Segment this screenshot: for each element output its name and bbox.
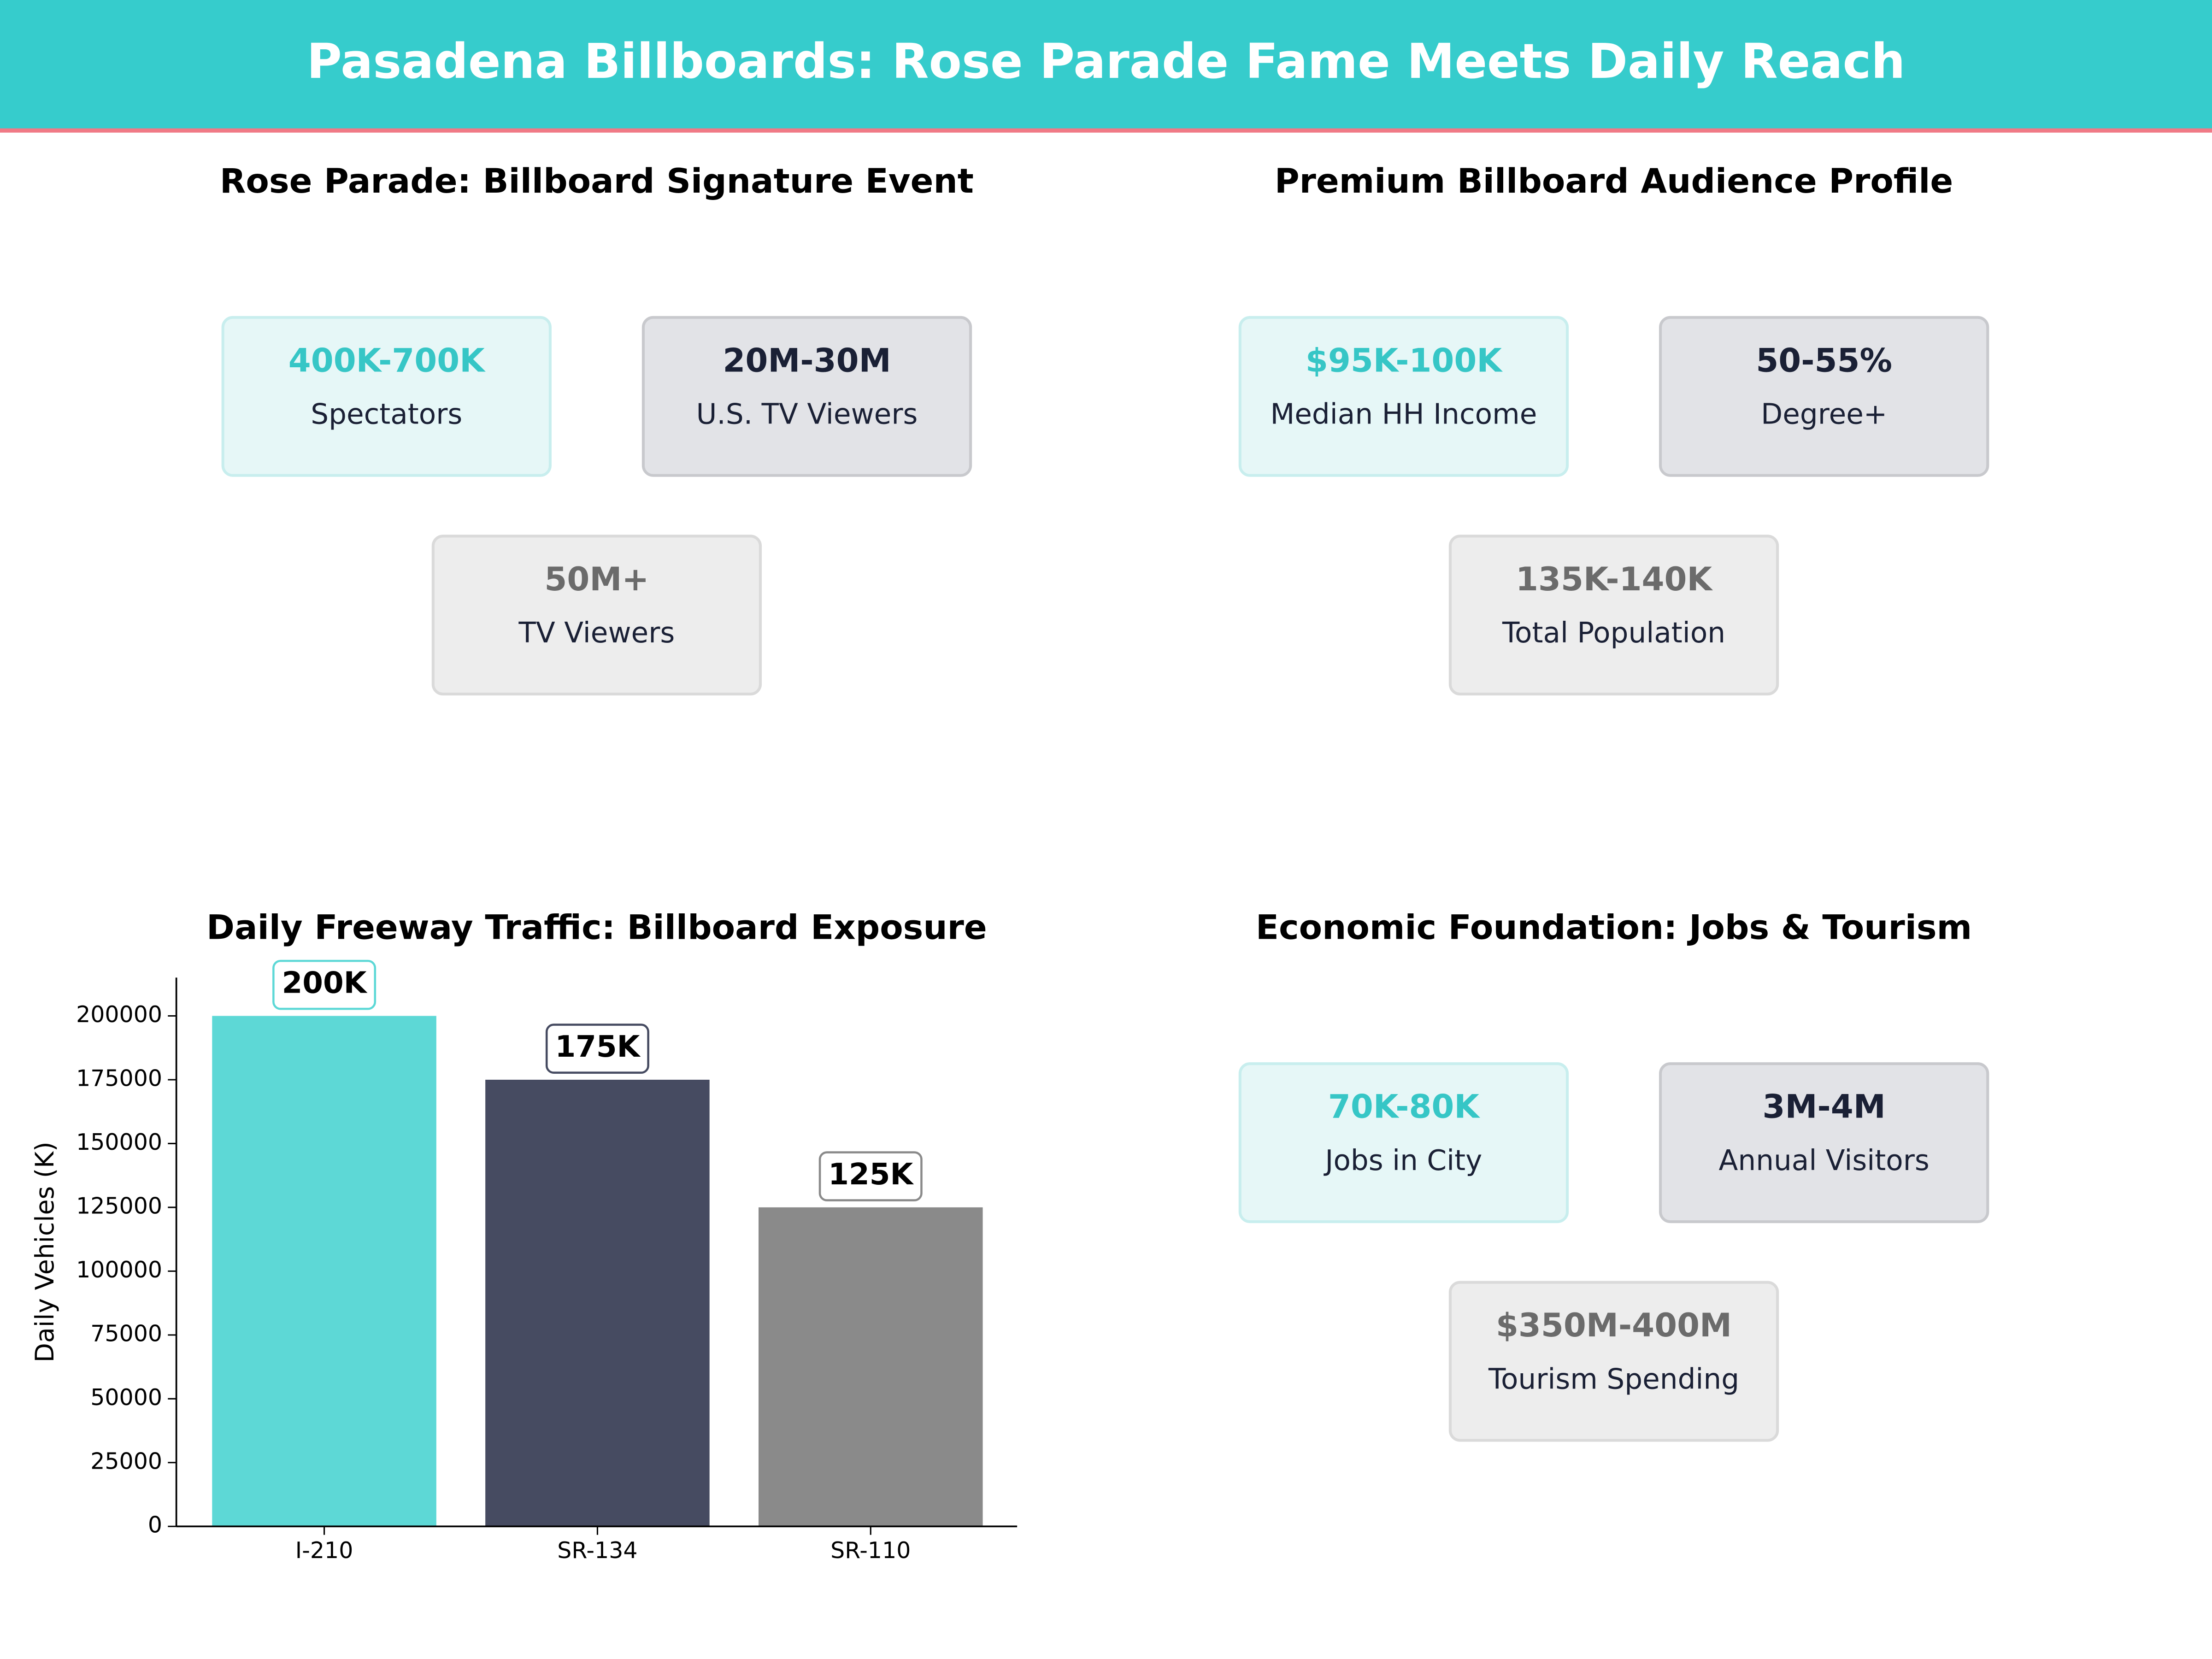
kpi-value: $95K-100K <box>1306 341 1503 379</box>
kpi-label: Annual Visitors <box>1719 1144 1930 1177</box>
bar <box>212 1016 436 1527</box>
kpi-card <box>1448 535 1779 696</box>
page-title: Pasadena Billboards: Rose Parade Fame Me… <box>307 33 1906 89</box>
kpi-value: $350M-400M <box>1496 1306 1732 1344</box>
x-tick-label: SR-110 <box>830 1537 911 1564</box>
y-tick-label: 25000 <box>90 1448 162 1474</box>
bar <box>759 1207 983 1527</box>
y-tick-label: 200000 <box>76 1001 162 1028</box>
kpi-value: 50M+ <box>544 560 649 598</box>
kpi-value: 20M-30M <box>723 341 891 379</box>
kpi-card <box>641 316 972 477</box>
kpi-label: Median HH Income <box>1270 398 1537 431</box>
header-rule <box>0 128 2212 133</box>
kpi-card <box>1659 316 1989 477</box>
y-tick-label: 150000 <box>76 1129 162 1155</box>
kpi-card <box>1238 316 1569 477</box>
kpi-label: Degree+ <box>1761 398 1887 431</box>
y-tick-label: 0 <box>148 1512 162 1538</box>
header-bar <box>0 0 2212 130</box>
kpi-label: Jobs in City <box>1323 1144 1482 1177</box>
panel-title: Premium Billboard Audience Profile <box>1275 162 1953 201</box>
kpi-card <box>1448 1281 1779 1442</box>
y-tick-label: 175000 <box>76 1065 162 1091</box>
x-tick-label: SR-134 <box>557 1537 637 1564</box>
kpi-label: TV Viewers <box>518 617 675 649</box>
bar <box>485 1079 710 1527</box>
y-tick-label: 100000 <box>76 1257 162 1283</box>
y-tick-label: 75000 <box>90 1320 162 1347</box>
value-label: 200K <box>282 966 368 1000</box>
kpi-label: Spectators <box>311 398 462 431</box>
y-axis-label: Daily Vehicles (K) <box>30 1141 59 1362</box>
kpi-card <box>221 316 552 477</box>
x-tick-label: I-210 <box>295 1537 353 1564</box>
panel-title: Economic Foundation: Jobs & Tourism <box>1256 908 1972 947</box>
y-tick-label: 125000 <box>76 1193 162 1219</box>
kpi-card <box>431 535 762 696</box>
kpi-card <box>1659 1062 1989 1224</box>
kpi-card <box>1238 1062 1569 1224</box>
kpi-value: 400K-700K <box>288 341 486 379</box>
y-tick-label: 50000 <box>90 1384 162 1411</box>
value-label: 125K <box>828 1157 914 1192</box>
panel-title: Rose Parade: Billboard Signature Event <box>220 162 974 201</box>
value-label-box <box>818 1151 923 1201</box>
chart-title: Daily Freeway Traffic: Billboard Exposur… <box>206 908 987 947</box>
kpi-label: Total Population <box>1502 617 1725 649</box>
value-label-box <box>545 1024 649 1074</box>
kpi-label: U.S. TV Viewers <box>696 398 918 431</box>
value-label-box <box>272 959 377 1010</box>
kpi-label: Tourism Spending <box>1488 1363 1739 1396</box>
kpi-value: 50-55% <box>1756 341 1892 379</box>
kpi-value: 135K-140K <box>1516 560 1713 598</box>
value-label: 175K <box>555 1030 641 1064</box>
kpi-value: 3M-4M <box>1763 1088 1886 1126</box>
kpi-value: 70K-80K <box>1328 1088 1481 1126</box>
